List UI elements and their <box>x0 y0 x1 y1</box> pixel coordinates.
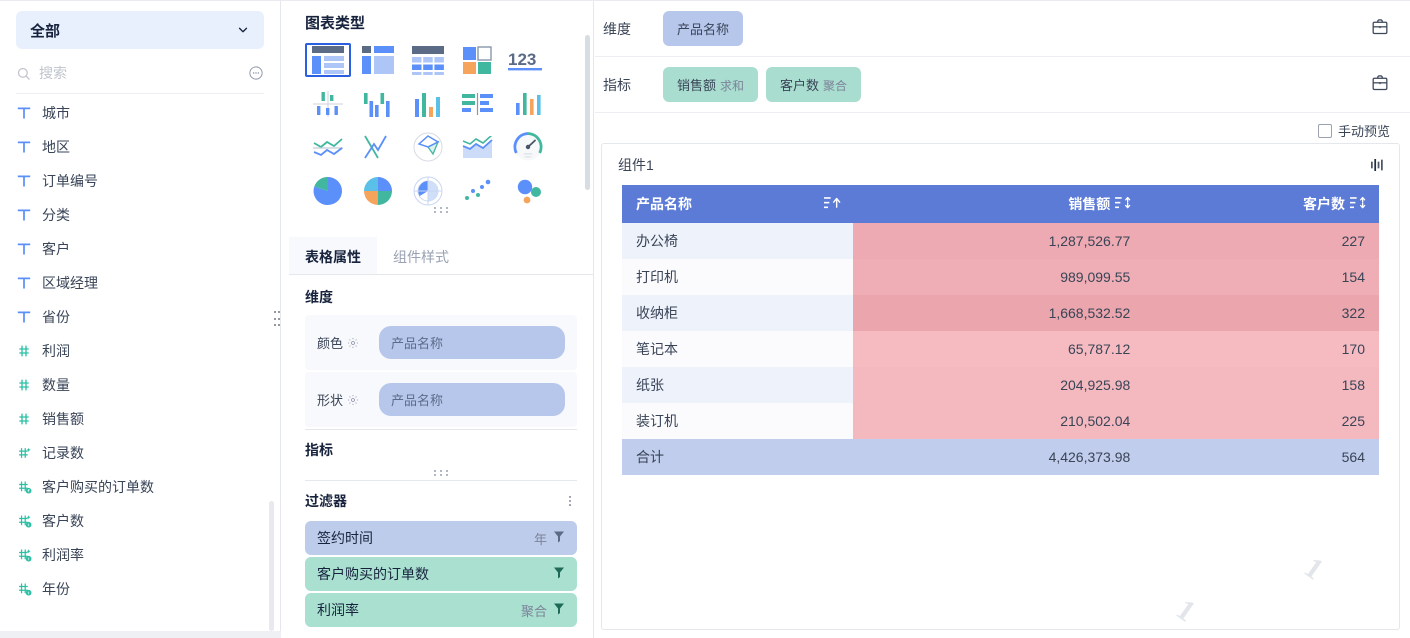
svg-text:123: 123 <box>508 50 536 69</box>
